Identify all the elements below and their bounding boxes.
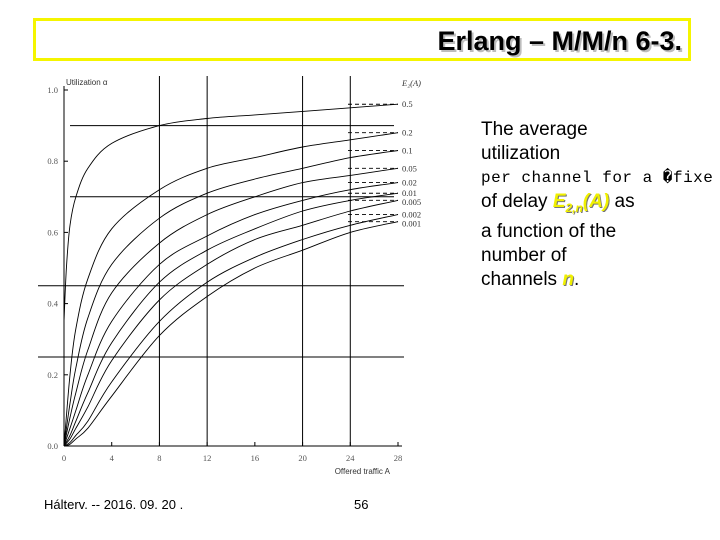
legend-title: E₂(A) xyxy=(401,78,421,88)
page-number: 56 xyxy=(354,497,369,512)
series-label: 0.01 xyxy=(402,188,417,198)
y-tick-label: 1.0 xyxy=(47,85,58,95)
caption-text: as xyxy=(609,191,635,212)
x-axis-label: Offered traffic A xyxy=(335,467,391,476)
x-tick-label: 0 xyxy=(62,453,66,463)
caption-line: channels n. xyxy=(481,268,720,292)
series-label: 0.2 xyxy=(402,128,413,138)
caption-text: channels xyxy=(481,268,563,290)
caption-formula: E2,n(A) xyxy=(552,191,610,215)
series-label: 0.002 xyxy=(402,210,421,220)
slide-title: Erlang – M/M/n 6-3. xyxy=(437,26,682,56)
title-frame: Erlang – M/M/n 6-3. xyxy=(33,18,691,61)
caption: The average utilization per channel for … xyxy=(481,118,720,292)
series-label: 0.1 xyxy=(402,146,413,156)
x-tick-label: 28 xyxy=(394,453,403,463)
y-axis-label: Utilization α xyxy=(66,78,108,87)
formula-argument: (A) xyxy=(582,191,610,212)
caption-variable: n xyxy=(562,268,574,290)
caption-line: utilization xyxy=(481,143,561,164)
caption-line: per channel for a �fixe xyxy=(481,169,714,187)
x-tick-label: 20 xyxy=(298,453,307,463)
series-line xyxy=(63,199,399,447)
caption-text: . xyxy=(573,268,580,290)
caption-line: The average xyxy=(481,119,588,140)
series-line xyxy=(63,182,399,447)
y-tick-label: 0.2 xyxy=(47,370,58,380)
series-label: 0.005 xyxy=(402,197,421,207)
x-tick-label: 12 xyxy=(203,453,212,463)
formula-subscript: 2,n xyxy=(565,200,583,215)
caption-line: of delay E2,n(A) as xyxy=(481,190,720,220)
series-line xyxy=(63,132,399,447)
footer-date: Hálterv. -- 2016. 09. 20 . xyxy=(44,497,184,512)
series-line xyxy=(63,150,399,447)
utilization-chart: 0.0 0.2 0.4 0.6 0.8 1.0 0 4 8 12 16 20 24 28 Utilizati… xyxy=(38,76,421,476)
x-tick-label: 16 xyxy=(251,453,260,463)
y-tick-label: 0.0 xyxy=(47,441,58,451)
series-label: 0.5 xyxy=(402,99,413,109)
series-line xyxy=(63,214,399,447)
x-tick-label: 24 xyxy=(346,453,355,463)
caption-text: of delay xyxy=(481,191,553,212)
series-line xyxy=(63,103,399,322)
series-label: 0.02 xyxy=(402,178,417,188)
series-label: 0.05 xyxy=(402,163,417,173)
formula-symbol: E xyxy=(552,191,566,212)
caption-line: number of xyxy=(481,244,567,266)
y-tick-label: 0.4 xyxy=(47,299,58,309)
caption-line: a function of the xyxy=(481,220,617,242)
x-tick-label: 4 xyxy=(110,453,115,463)
series-line xyxy=(63,221,399,447)
series-label: 0.001 xyxy=(402,219,421,229)
x-tick-label: 8 xyxy=(157,453,161,463)
y-tick-label: 0.6 xyxy=(47,227,58,237)
series-line xyxy=(63,192,399,447)
y-tick-label: 0.8 xyxy=(47,156,58,166)
series-line xyxy=(63,167,399,447)
